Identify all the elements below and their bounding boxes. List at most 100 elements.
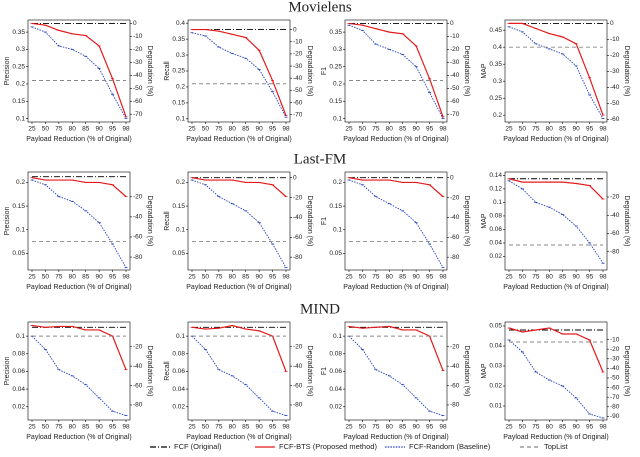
- x-tick-label: 85: [559, 126, 567, 133]
- x-tick-label: 75: [532, 424, 540, 431]
- x-tick-label: 50: [42, 424, 50, 431]
- series-line: [31, 177, 127, 198]
- y-tick-label: 0.25: [489, 95, 502, 102]
- x-tick-label: 50: [202, 424, 210, 431]
- x-tick-label: 80: [546, 274, 554, 281]
- x-tick-label: 75: [215, 126, 223, 133]
- x-tick-label: 80: [69, 126, 77, 133]
- x-tick-label: 80: [546, 424, 554, 431]
- y2-tick-label: -80: [293, 402, 303, 409]
- series-line: [508, 26, 604, 119]
- y2-tick-label: -10: [610, 36, 620, 43]
- x-axis-label: Payload Reduction (% of Original): [186, 434, 291, 441]
- x-tick-label: 25: [505, 274, 513, 281]
- y2-tick-label: -60: [133, 382, 143, 389]
- plot-frame: [27, 321, 131, 421]
- y2-tick-label: -40: [293, 363, 303, 370]
- y-tick-label: 0.06: [12, 368, 25, 375]
- plot-frame: [504, 171, 608, 271]
- x-tick-label: 95: [109, 126, 117, 133]
- series-line: [192, 28, 287, 116]
- y-tick-label: 0.15: [12, 98, 25, 105]
- x-tick-label: 98: [282, 126, 290, 133]
- x-tick-label: 80: [229, 424, 237, 431]
- y2-tick-label: -40: [610, 84, 620, 91]
- y2-axis-label: Degradation (%): [306, 196, 313, 247]
- x-tick-label: 75: [55, 274, 63, 281]
- y-axis-label: F1: [321, 67, 328, 75]
- y2-tick-label: -50: [610, 100, 620, 107]
- y2-tick-label: -40: [450, 363, 460, 370]
- x-tick-label: 95: [269, 424, 277, 431]
- y2-tick-label: -80: [610, 404, 620, 411]
- plot-frame: [187, 171, 291, 271]
- y-tick-label: 0.35: [329, 29, 342, 36]
- x-tick-label: 75: [215, 424, 223, 431]
- x-axis-label: Payload Reduction (% of Original): [503, 434, 608, 441]
- y2-tick-label: -50: [293, 87, 303, 94]
- y-tick-label: 0.2: [16, 81, 25, 88]
- series-line: [191, 324, 287, 372]
- y2-tick-label: -40: [450, 214, 460, 221]
- x-tick-label: 75: [55, 424, 63, 431]
- x-tick-label: 98: [282, 424, 290, 431]
- y-tick-label: 0.1: [493, 199, 502, 206]
- x-tick-label: 98: [439, 424, 447, 431]
- x-tick-label: 98: [599, 424, 607, 431]
- y-axis-label: F1: [321, 367, 328, 375]
- y-tick-label: 0.04: [172, 386, 185, 393]
- x-tick-label: 85: [399, 274, 407, 281]
- y2-tick-label: -40: [610, 212, 620, 219]
- plot-frame: [187, 321, 291, 421]
- y2-axis-label: Degradation (%): [623, 196, 630, 247]
- y2-tick-label: -50: [450, 85, 460, 92]
- x-tick-label: 90: [413, 126, 421, 133]
- x-tick-label: 80: [229, 274, 237, 281]
- plot-frame: [344, 321, 448, 421]
- series-line: [508, 339, 604, 419]
- x-tick-label: 25: [28, 126, 36, 133]
- y2-tick-label: -60: [133, 98, 143, 105]
- y2-tick-label: -30: [610, 355, 620, 362]
- y-tick-label: 0.2: [176, 84, 185, 91]
- y-axis-label: Recall: [164, 361, 171, 381]
- y-tick-label: 0.1: [333, 333, 342, 340]
- y2-tick-label: -60: [610, 384, 620, 391]
- x-tick-label: 90: [256, 126, 264, 133]
- y2-axis-label: Degradation (%): [146, 196, 153, 247]
- x-tick-label: 90: [96, 274, 104, 281]
- y2-tick-label: -60: [293, 234, 303, 241]
- y2-tick-label: -40: [450, 72, 460, 79]
- y2-tick-label: -40: [293, 214, 303, 221]
- x-tick-label: 85: [82, 274, 90, 281]
- x-tick-label: 80: [386, 274, 394, 281]
- x-tick-label: 98: [122, 274, 130, 281]
- x-tick-label: 90: [96, 424, 104, 431]
- y2-axis-label: Degradation (%): [146, 46, 153, 97]
- y2-tick-label: -70: [133, 111, 143, 118]
- x-tick-label: 90: [256, 274, 264, 281]
- y-tick-label: 0.02: [329, 403, 342, 410]
- y2-tick-label: 0: [133, 20, 137, 27]
- y-tick-label: 0.1: [176, 333, 185, 340]
- y2-axis-label: Degradation (%): [463, 346, 470, 397]
- y2-tick-label: -80: [293, 254, 303, 261]
- y2-tick-label: -20: [610, 194, 620, 201]
- x-tick-label: 95: [269, 274, 277, 281]
- y2-tick-label: -20: [293, 343, 303, 350]
- x-tick-label: 25: [28, 424, 36, 431]
- y2-tick-label: -40: [133, 214, 143, 221]
- x-tick-label: 25: [188, 274, 196, 281]
- y2-tick-label: -60: [133, 234, 143, 241]
- plot-frame: [504, 321, 608, 421]
- series-line: [348, 325, 444, 371]
- x-tick-label: 85: [82, 126, 90, 133]
- x-tick-label: 25: [345, 274, 353, 281]
- x-axis-label: Payload Reduction (% of Original): [26, 284, 131, 291]
- x-tick-label: 25: [505, 126, 513, 133]
- x-tick-label: 95: [109, 274, 117, 281]
- y-axis-label: Recall: [164, 61, 171, 81]
- x-tick-label: 50: [42, 274, 50, 281]
- series-line: [509, 22, 604, 116]
